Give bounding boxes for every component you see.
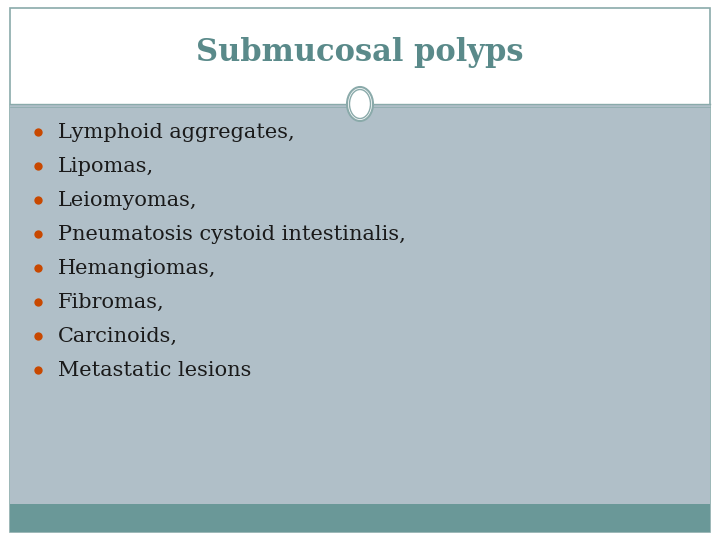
Text: Lipomas,: Lipomas, <box>58 157 154 176</box>
Text: Pneumatosis cystoid intestinalis,: Pneumatosis cystoid intestinalis, <box>58 225 406 244</box>
Text: Submucosal polyps: Submucosal polyps <box>197 37 523 68</box>
Text: Hemangiomas,: Hemangiomas, <box>58 259 217 278</box>
FancyBboxPatch shape <box>10 8 710 532</box>
Text: Lymphoid aggregates,: Lymphoid aggregates, <box>58 123 294 141</box>
FancyBboxPatch shape <box>10 504 710 532</box>
FancyBboxPatch shape <box>10 104 710 504</box>
Text: Fibromas,: Fibromas, <box>58 293 165 312</box>
Ellipse shape <box>347 87 373 121</box>
Text: Leiomyomas,: Leiomyomas, <box>58 191 197 210</box>
Text: Metastatic lesions: Metastatic lesions <box>58 361 251 380</box>
Text: Carcinoids,: Carcinoids, <box>58 327 178 346</box>
